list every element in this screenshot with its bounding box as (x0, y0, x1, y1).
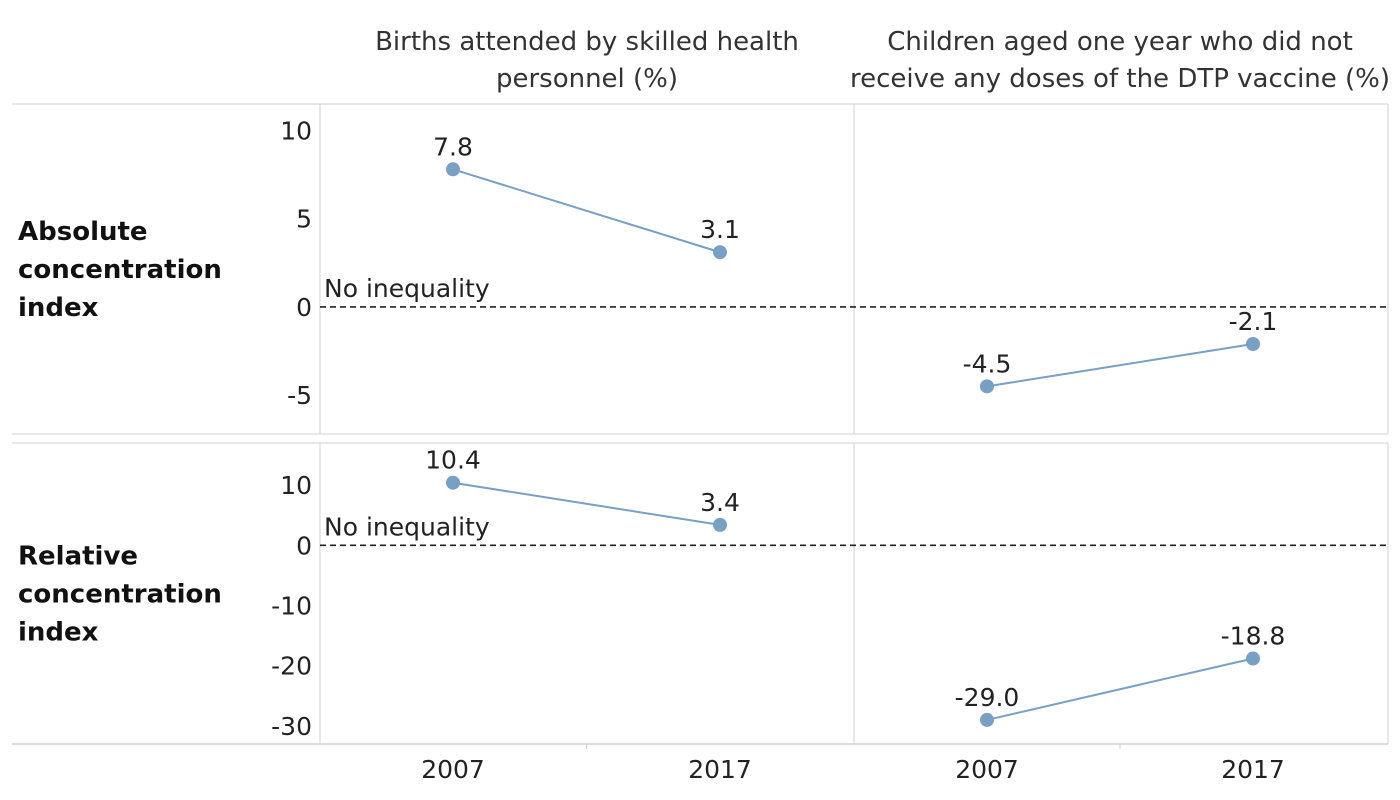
y-tick-label: 0 (296, 531, 312, 560)
data-point (1246, 651, 1260, 666)
y-tick-label: -5 (287, 381, 312, 410)
y-tick-label: 10 (280, 116, 312, 145)
column-title-1-line-1: Births attended by skilled health (375, 27, 799, 57)
reference-label: No inequality (324, 274, 490, 303)
data-label: -18.8 (1221, 622, 1286, 651)
y-tick-label: 5 (296, 205, 312, 234)
row-label-1-line-2: concentration (18, 255, 222, 285)
y-tick-label: -10 (271, 592, 312, 621)
data-label: 10.4 (425, 446, 481, 475)
series-line (452, 168, 721, 254)
row-label-2-line-1: Relative (18, 542, 138, 572)
row-label-1-line-1: Absolute (18, 217, 148, 247)
x-tick-label: 2007 (955, 755, 1019, 784)
y-tick-label: -30 (271, 712, 312, 741)
data-point (980, 379, 994, 394)
row-label-1-line-3: index (18, 293, 99, 323)
row-label-2-line-3: index (18, 618, 99, 648)
row-label-2-line-2: concentration (18, 580, 222, 610)
column-title-1-line-2: personnel (%) (496, 64, 678, 94)
reference-label: No inequality (324, 512, 490, 541)
series-line (986, 343, 1254, 388)
data-label: 3.4 (700, 488, 740, 517)
column-title-2-line-2: receive any doses of the DTP vaccine (%) (850, 64, 1390, 94)
data-label: 7.8 (433, 132, 473, 161)
data-point (713, 517, 727, 532)
y-tick-label: 0 (296, 293, 312, 322)
series-line (986, 657, 1254, 721)
y-tick-label: 10 (280, 471, 312, 500)
series-line (452, 481, 721, 526)
data-label: 3.1 (700, 215, 740, 244)
data-point (446, 475, 460, 490)
data-label: -29.0 (955, 683, 1020, 712)
data-label: -2.1 (1229, 307, 1278, 336)
x-tick-label: 2007 (421, 755, 485, 784)
column-title-2-line-1: Children aged one year who did not (887, 27, 1353, 57)
data-point (446, 162, 460, 177)
x-tick-label: 2017 (688, 755, 752, 784)
y-tick-label: -20 (271, 652, 312, 681)
data-point (980, 712, 994, 727)
data-label: -4.5 (963, 349, 1012, 378)
data-point (1246, 337, 1260, 351)
data-point (713, 245, 727, 260)
x-tick-label: 2017 (1221, 755, 1285, 784)
